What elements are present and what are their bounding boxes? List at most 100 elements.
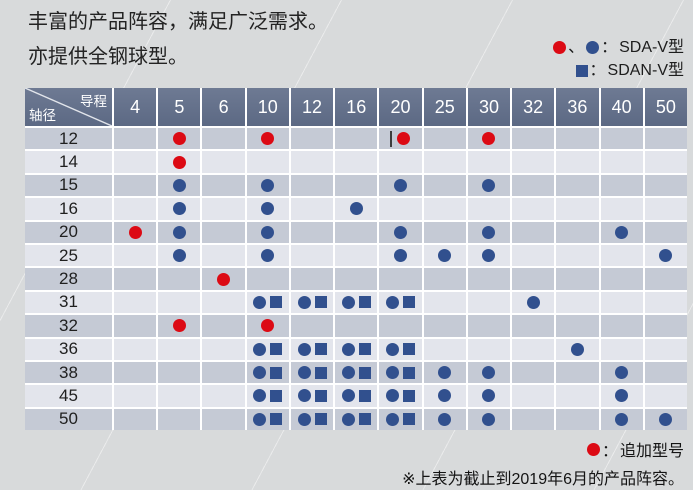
cell-16-40 — [600, 198, 643, 220]
cell-28-30 — [467, 268, 511, 290]
blue-square-icon — [270, 343, 283, 356]
cell-28-12 — [290, 268, 334, 290]
red-circle-icon — [261, 319, 275, 333]
cell-14-50 — [644, 151, 687, 173]
red-circle-icon — [172, 155, 186, 169]
cell-50-40 — [600, 408, 643, 431]
row-label-50: 50 — [25, 408, 112, 431]
blue-circle-icon — [172, 202, 186, 216]
cell-20-30 — [467, 221, 511, 243]
row-label-15: 15 — [25, 174, 112, 197]
legend-sdan-colon: ： — [589, 62, 606, 79]
cell-36-30 — [467, 338, 511, 360]
cell-38-4 — [114, 361, 157, 384]
cell-15-10 — [246, 174, 289, 197]
blue-square-icon — [402, 366, 415, 379]
blue-square-icon — [314, 366, 327, 379]
cell-25-16 — [335, 244, 378, 267]
cell-50-6 — [202, 408, 245, 431]
blue-circle-icon — [615, 366, 629, 380]
col-header-20: 20 — [379, 88, 422, 126]
cell-20-16 — [335, 221, 378, 243]
blue-circle-icon — [261, 225, 275, 239]
blue-circle-icon — [341, 295, 355, 309]
legend-sda-v-label: SDA-V型 — [619, 39, 684, 56]
blue-circle-icon — [172, 178, 186, 192]
title-line-2: 亦提供全钢球型。 — [28, 46, 188, 68]
cell-32-30 — [467, 315, 511, 337]
cell-38-50 — [644, 361, 687, 384]
cell-31-25 — [423, 291, 466, 314]
corner-cell: 导程 轴径 — [25, 88, 112, 126]
cell-45-12 — [290, 385, 334, 407]
cell-15-30 — [467, 174, 511, 197]
col-header-16: 16 — [335, 88, 378, 126]
cell-12-25 — [423, 128, 466, 150]
col-header-12: 12 — [290, 88, 334, 126]
cell-20-32 — [512, 221, 555, 243]
cell-28-5 — [158, 268, 201, 290]
col-header-40: 40 — [600, 88, 643, 126]
cell-15-4 — [114, 174, 157, 197]
cell-15-6 — [202, 174, 245, 197]
blue-circle-icon — [615, 225, 629, 239]
cell-38-25 — [423, 361, 466, 384]
row-label-12: 12 — [25, 128, 112, 150]
cell-45-5 — [158, 385, 201, 407]
cell-50-32 — [512, 408, 555, 431]
cell-20-40 — [600, 221, 643, 243]
cell-25-36 — [556, 244, 599, 267]
blue-circle-icon — [615, 412, 629, 426]
blue-square-icon — [402, 389, 415, 402]
cell-28-10 — [246, 268, 289, 290]
footer: ： 追加型号 ※上表为截止到2019年6月的产品阵容。 — [402, 437, 684, 489]
blue-square-icon — [314, 389, 327, 402]
red-circle-icon — [128, 225, 142, 239]
cell-12-10 — [246, 128, 289, 150]
cell-36-4 — [114, 338, 157, 360]
red-circle-icon — [172, 319, 186, 333]
cell-31-50 — [644, 291, 687, 314]
cell-45-25 — [423, 385, 466, 407]
cell-16-16 — [335, 198, 378, 220]
row-label-32: 32 — [25, 315, 112, 337]
cell-16-20 — [379, 198, 422, 220]
cell-15-16 — [335, 174, 378, 197]
cell-32-12 — [290, 315, 334, 337]
cell-50-25 — [423, 408, 466, 431]
cell-50-10 — [246, 408, 289, 431]
row-label-14: 14 — [25, 151, 112, 173]
cell-25-20 — [379, 244, 422, 267]
cell-38-16 — [335, 361, 378, 384]
blue-square-icon — [314, 413, 327, 426]
cell-14-10 — [246, 151, 289, 173]
blue-square-icon — [358, 366, 371, 379]
blue-circle-icon — [172, 225, 186, 239]
cell-28-25 — [423, 268, 466, 290]
col-header-25: 25 — [423, 88, 466, 126]
cell-20-20 — [379, 221, 422, 243]
cell-31-4 — [114, 291, 157, 314]
blue-square-icon — [314, 343, 327, 356]
col-header-10: 10 — [246, 88, 289, 126]
blue-circle-icon — [261, 202, 275, 216]
cell-45-20 — [379, 385, 422, 407]
blue-square-icon — [270, 366, 283, 379]
blue-circle-icon — [482, 366, 496, 380]
cell-25-32 — [512, 244, 555, 267]
blue-circle-icon — [438, 366, 452, 380]
cell-14-36 — [556, 151, 599, 173]
blue-square-icon — [358, 343, 371, 356]
cell-12-5 — [158, 128, 201, 150]
cell-36-5 — [158, 338, 201, 360]
cell-28-6 — [202, 268, 245, 290]
cell-16-10 — [246, 198, 289, 220]
cell-15-32 — [512, 174, 555, 197]
cell-25-40 — [600, 244, 643, 267]
legend-sda-v: 、 ： SDA-V型 — [553, 36, 684, 59]
legend-separator: 、 — [568, 39, 585, 56]
row-label-16: 16 — [25, 198, 112, 220]
red-circle-icon — [586, 442, 600, 456]
blue-circle-icon — [526, 295, 540, 309]
blue-circle-icon — [341, 366, 355, 380]
